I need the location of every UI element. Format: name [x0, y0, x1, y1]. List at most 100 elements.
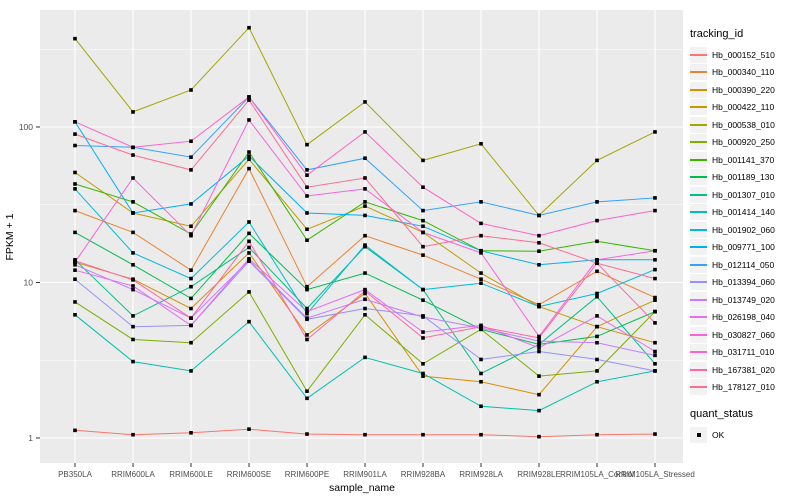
data-point [595, 432, 599, 437]
data-point [189, 284, 193, 289]
data-point [247, 220, 251, 224]
data-point [189, 323, 193, 328]
data-point [595, 261, 599, 266]
legend-entry: Hb_001189_130 [690, 169, 798, 187]
legend-key [690, 64, 707, 81]
legend-key [690, 186, 707, 203]
series-color-line-icon [690, 351, 707, 354]
data-point [247, 290, 251, 294]
data-point [73, 262, 77, 267]
legend-label: OK [712, 429, 725, 440]
series-color-line-icon [690, 263, 707, 266]
data-point [479, 432, 483, 437]
data-point [421, 244, 425, 249]
series-color-line-icon [690, 141, 707, 144]
legend-entry: Hb_030827_060 [690, 326, 798, 344]
data-point [73, 182, 77, 186]
data-point [653, 340, 657, 345]
data-point [537, 262, 541, 267]
legend-entry: Hb_013749_020 [690, 291, 798, 309]
data-point [363, 200, 367, 204]
legend-entry: Hb_000422_110 [690, 99, 798, 117]
legend-entry: Hb_012114_050 [690, 256, 798, 274]
data-point [73, 132, 77, 136]
data-point [363, 243, 367, 247]
data-point [363, 291, 367, 296]
data-point [537, 346, 541, 350]
data-point [131, 262, 135, 267]
data-point [73, 36, 77, 41]
data-point [595, 291, 599, 296]
data-point [189, 168, 193, 172]
data-point [363, 306, 367, 311]
data-point [421, 208, 425, 213]
data-point [73, 300, 77, 304]
data-point [131, 251, 135, 255]
data-point [421, 253, 425, 257]
data-point [131, 153, 135, 157]
data-point [421, 315, 425, 319]
data-point [653, 432, 657, 436]
data-point [73, 312, 77, 317]
data-point [653, 321, 657, 325]
y-tick-label: 10 [24, 278, 34, 288]
legend-tracking-entries: Hb_000152_510 Hb_000340_110 Hb_000390_220 H… [690, 46, 798, 396]
x-tick-label: RRIM928LE [517, 470, 561, 479]
series-color-line-icon [690, 246, 707, 249]
legend-label: Hb_012114_050 [712, 259, 775, 270]
data-point [537, 434, 541, 439]
legend-label: Hb_000538_010 [712, 119, 775, 130]
data-point [189, 431, 193, 435]
data-point [73, 120, 77, 124]
data-point [131, 324, 135, 329]
legend-label: Hb_000340_110 [712, 67, 775, 78]
data-point [479, 371, 483, 376]
data-point [305, 389, 309, 393]
series-color-line-icon [690, 158, 707, 161]
series-color-line-icon [690, 281, 707, 284]
data-point [189, 369, 193, 373]
data-point [305, 309, 309, 314]
data-point [479, 404, 483, 409]
legend-label: Hb_001902_060 [712, 224, 775, 235]
data-point [305, 227, 309, 232]
data-point [73, 258, 77, 263]
data-point [421, 230, 425, 235]
black-square-marker-icon [696, 432, 701, 437]
data-point [305, 432, 309, 436]
x-tick-label: PB350LA [58, 470, 92, 479]
legend-key [690, 116, 707, 133]
data-point [247, 98, 251, 102]
data-point [189, 155, 193, 159]
data-point [479, 251, 483, 255]
data-point [247, 245, 251, 250]
series-color-line-icon [690, 228, 707, 231]
x-tick-label: RRIM600LE [169, 470, 213, 479]
data-point [479, 271, 483, 275]
y-tick-label: 1 [28, 433, 33, 443]
legend-key [690, 291, 707, 308]
data-point [131, 287, 135, 292]
data-point [73, 170, 77, 175]
data-point [363, 271, 367, 275]
data-point [131, 211, 135, 215]
data-point [537, 339, 541, 343]
data-point [247, 157, 251, 162]
legend-entry: Hb_026198_040 [690, 309, 798, 327]
legend-entry: Hb_031711_010 [690, 344, 798, 362]
data-point [421, 371, 425, 376]
data-point [595, 369, 599, 373]
data-point [653, 257, 657, 262]
x-tick-label: RRIM600LA [111, 470, 155, 479]
series-color-line-icon [690, 123, 707, 126]
data-point [595, 294, 599, 299]
data-point [595, 334, 599, 339]
data-point [247, 231, 251, 236]
data-point [73, 208, 77, 213]
data-point [131, 110, 135, 114]
data-point [421, 336, 425, 340]
legend: tracking_id Hb_000152_510 Hb_000340_110 Hb… [690, 28, 798, 444]
data-point [479, 324, 483, 329]
legend-title-tracking-id: tracking_id [690, 28, 744, 40]
legend-entry: Hb_001307_010 [690, 186, 798, 204]
